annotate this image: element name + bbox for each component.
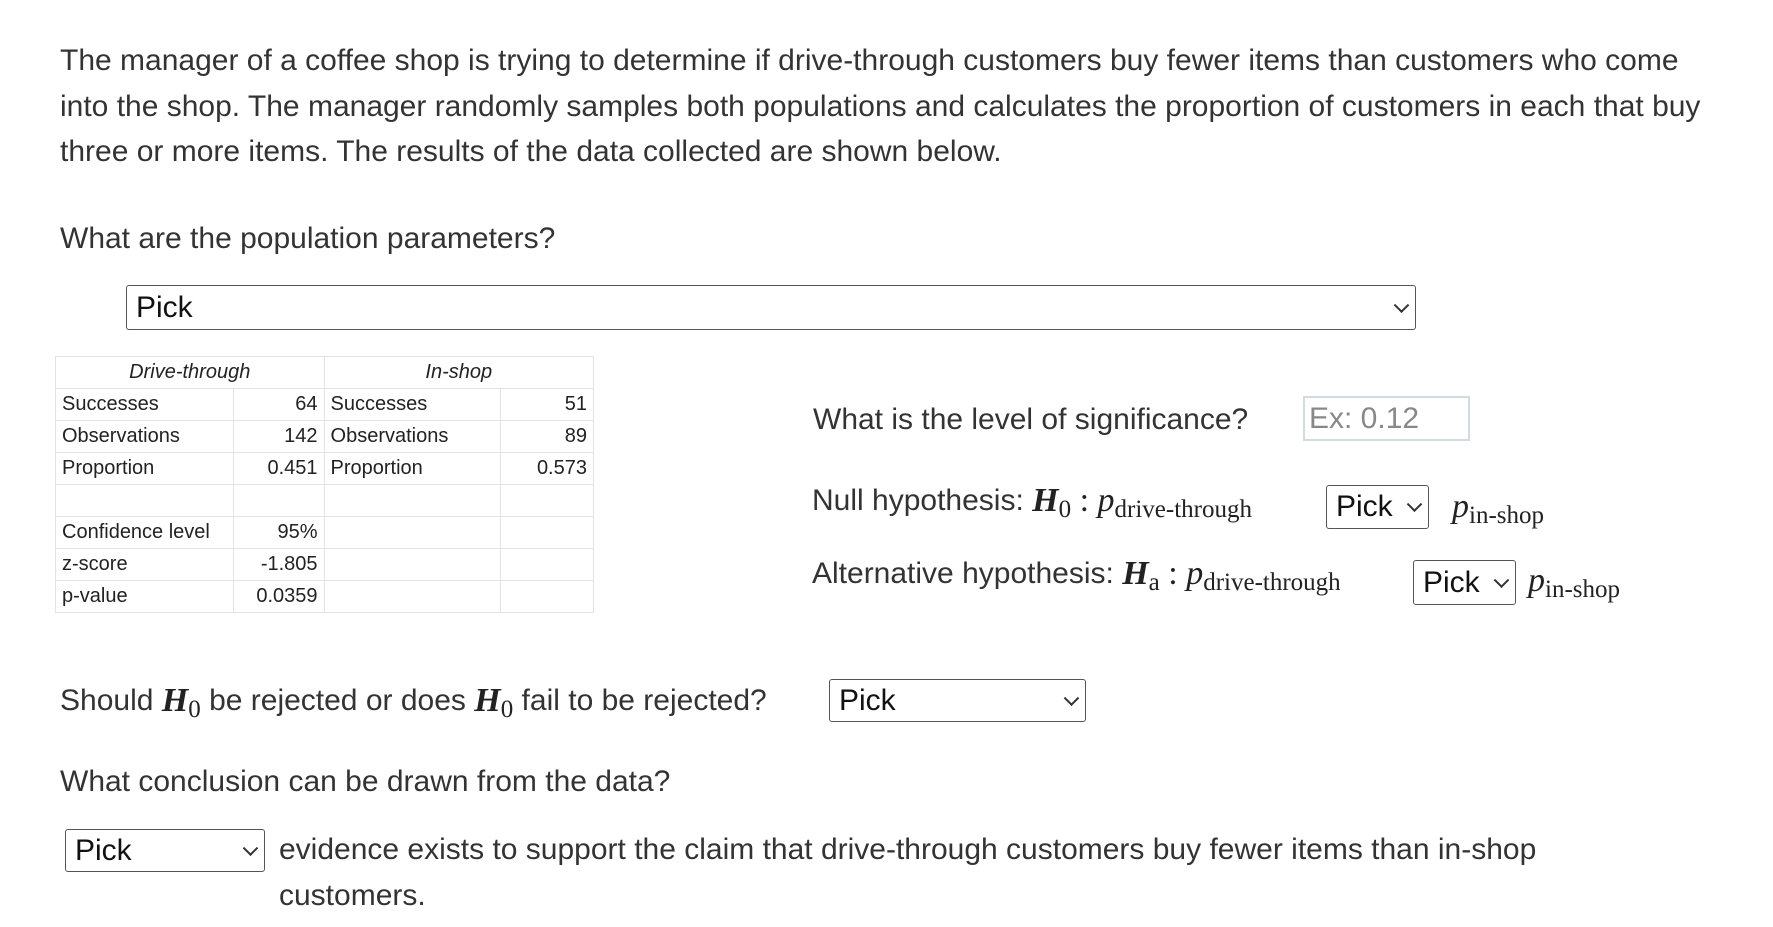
conclusion-select[interactable]: Pick (65, 829, 265, 872)
chevron-down-icon (1063, 689, 1080, 706)
alt-hypothesis-label: Alternative hypothesis: (812, 557, 1114, 590)
table-row (55, 484, 594, 517)
header-in-shop: In-shop (323, 356, 595, 389)
table-row: Observations 142 Observations 89 (55, 420, 594, 453)
question-reject: Should H0 be rejected or does H0 fail to… (60, 682, 767, 723)
table-cell: Proportion (55, 452, 234, 485)
significance-input[interactable]: Ex: 0.12 (1303, 396, 1470, 441)
table-cell: 95% (232, 516, 325, 549)
table-cell (500, 484, 594, 517)
p-in-shop: pin-shop (1452, 488, 1544, 529)
table-cell: 51 (500, 388, 594, 421)
table-cell: z-score (55, 548, 234, 581)
table-cell: Observations (323, 420, 502, 453)
data-table: Drive-through In-shop Successes 64 Successe… (55, 356, 595, 613)
table-cell: Proportion (323, 452, 502, 485)
table-row: Proportion 0.451 Proportion 0.573 (55, 452, 594, 485)
select-value: Pick (136, 290, 193, 324)
reject-select[interactable]: Pick (829, 679, 1086, 722)
table-cell: Observations (55, 420, 234, 453)
table-cell: 64 (232, 388, 325, 421)
table-cell (323, 516, 502, 549)
null-hypothesis-select[interactable]: Pick (1326, 485, 1429, 529)
alt-hypothesis-row: Alternative hypothesis: Ha : pdrive-thro… (812, 555, 1341, 596)
parameters-select[interactable]: Pick (126, 285, 1416, 330)
select-value: Pick (1336, 490, 1393, 523)
alt-hypothesis-select[interactable]: Pick (1413, 560, 1516, 605)
chevron-down-icon (242, 839, 259, 856)
table-row: Confidence level 95% (55, 516, 594, 549)
table-cell: Successes (55, 388, 234, 421)
ha-symbol: Ha : pdrive-through (1122, 555, 1341, 596)
table-row: z-score -1.805 (55, 548, 594, 581)
table-cell: 89 (500, 420, 594, 453)
question-significance: What is the level of significance? (813, 403, 1249, 436)
header-drive-through: Drive-through (55, 356, 325, 389)
table-cell (323, 580, 502, 613)
table-cell (500, 548, 594, 581)
table-cell: 142 (232, 420, 325, 453)
chevron-down-icon (1406, 496, 1423, 513)
question-parameters: What are the population parameters? (60, 222, 556, 255)
table-cell (323, 548, 502, 581)
table-cell: 0.0359 (232, 580, 325, 613)
h0-symbol: H0 : pdrive-through (1032, 482, 1252, 523)
table-cell: 0.451 (232, 452, 325, 485)
problem-statement: The manager of a coffee shop is trying t… (60, 44, 1701, 168)
null-hypothesis-row: Null hypothesis: H0 : pdrive-through (812, 482, 1252, 523)
null-hypothesis-label: Null hypothesis: (812, 484, 1024, 517)
table-header-row: Drive-through In-shop (55, 356, 595, 389)
table-cell: 0.573 (500, 452, 594, 485)
p-in-shop: pin-shop (1528, 562, 1620, 603)
select-value: Pick (1423, 565, 1480, 599)
select-value: Pick (839, 683, 896, 717)
significance-placeholder: Ex: 0.12 (1309, 401, 1420, 435)
question-conclusion: What conclusion can be drawn from the da… (60, 765, 671, 798)
table-cell (500, 580, 594, 613)
select-value: Pick (75, 833, 132, 867)
table-cell (55, 484, 234, 517)
table-cell: Confidence level (55, 516, 234, 549)
table-cell (323, 484, 502, 517)
table-cell: -1.805 (232, 548, 325, 581)
conclusion-text: evidence exists to support the claim tha… (279, 833, 1537, 912)
table-row: p-value 0.0359 (55, 580, 594, 613)
table-cell: Successes (323, 388, 502, 421)
chevron-down-icon (1393, 296, 1410, 313)
table-row: Successes 64 Successes 51 (55, 388, 594, 421)
chevron-down-icon (1493, 571, 1510, 588)
table-cell: p-value (55, 580, 234, 613)
table-cell (232, 484, 325, 517)
table-cell (500, 516, 594, 549)
